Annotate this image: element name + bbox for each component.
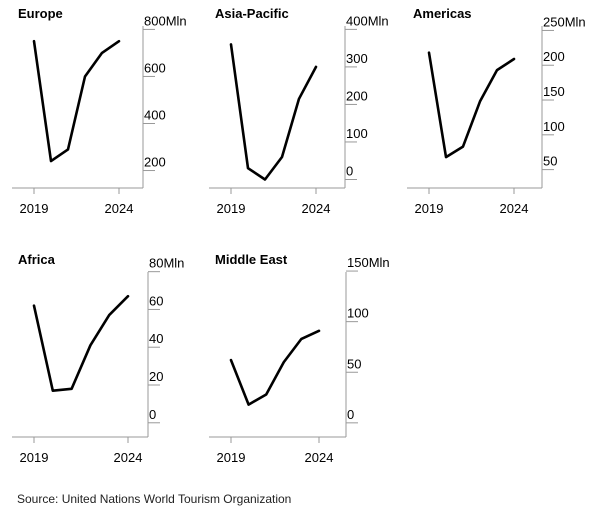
panel-title: Americas	[413, 6, 472, 21]
y-tick-label: 0	[346, 163, 353, 178]
chart-panel-middle-east: Middle East 150Mln 100 50 0 2019 2024	[209, 252, 390, 465]
y-tick-label: 60	[149, 293, 163, 308]
y-tick-label: 150Mln	[347, 255, 390, 270]
y-tick-label: 100	[346, 126, 368, 141]
chart-panel-asia-pacific: Asia-Pacific 400Mln 300 200 100 0 2019 2024	[209, 6, 389, 216]
y-tick-label: 250Mln	[543, 14, 586, 29]
series-line	[427, 51, 516, 159]
y-tick-label: 300	[346, 51, 368, 66]
y-tick-label: 800Mln	[144, 13, 187, 28]
x-tick-label: 2024	[114, 450, 143, 465]
x-tick-label: 2019	[217, 450, 246, 465]
x-tick-label: 2019	[20, 450, 49, 465]
series-line	[229, 329, 321, 406]
y-tick-label: 400	[144, 107, 166, 122]
y-tick-label: 600	[144, 60, 166, 75]
y-tick-label: 40	[149, 331, 163, 346]
source-note: Source: United Nations World Tourism Org…	[17, 492, 292, 506]
series-line	[32, 39, 121, 163]
panel-title: Middle East	[215, 252, 288, 267]
x-tick-label: 2019	[217, 201, 246, 216]
x-tick-label: 2024	[105, 201, 134, 216]
x-tick-label: 2024	[305, 450, 334, 465]
series-line	[32, 294, 130, 393]
x-tick-label: 2024	[500, 201, 529, 216]
y-tick-label: 50	[347, 356, 361, 371]
panel-title: Asia-Pacific	[215, 6, 289, 21]
y-tick-label: 200	[346, 88, 368, 103]
chart-panel-africa: Africa 80Mln 60 40 20 0 2019 2024	[12, 252, 184, 465]
y-tick-label: 0	[347, 407, 354, 422]
x-tick-label: 2019	[20, 201, 49, 216]
chart-panel-europe: Europe 800Mln 600 400 200 2019 2024	[12, 6, 187, 216]
y-tick-label: 200	[543, 49, 565, 64]
panel-title: Europe	[18, 6, 63, 21]
panel-title: Africa	[18, 252, 56, 267]
y-tick-label: 100	[543, 119, 565, 134]
y-tick-label: 50	[543, 154, 557, 169]
y-tick-label: 0	[149, 407, 156, 422]
x-tick-label: 2024	[302, 201, 331, 216]
y-tick-label: 200	[144, 155, 166, 170]
y-tick-label: 400Mln	[346, 13, 389, 28]
x-tick-label: 2019	[415, 201, 444, 216]
y-tick-label: 150	[543, 84, 565, 99]
chart-panel-americas: Americas 250Mln 200 150 100 50 2019 2024	[407, 6, 586, 216]
y-tick-label: 100	[347, 306, 369, 321]
y-tick-label: 80Mln	[149, 256, 184, 271]
series-line	[229, 43, 318, 181]
y-tick-label: 20	[149, 369, 163, 384]
